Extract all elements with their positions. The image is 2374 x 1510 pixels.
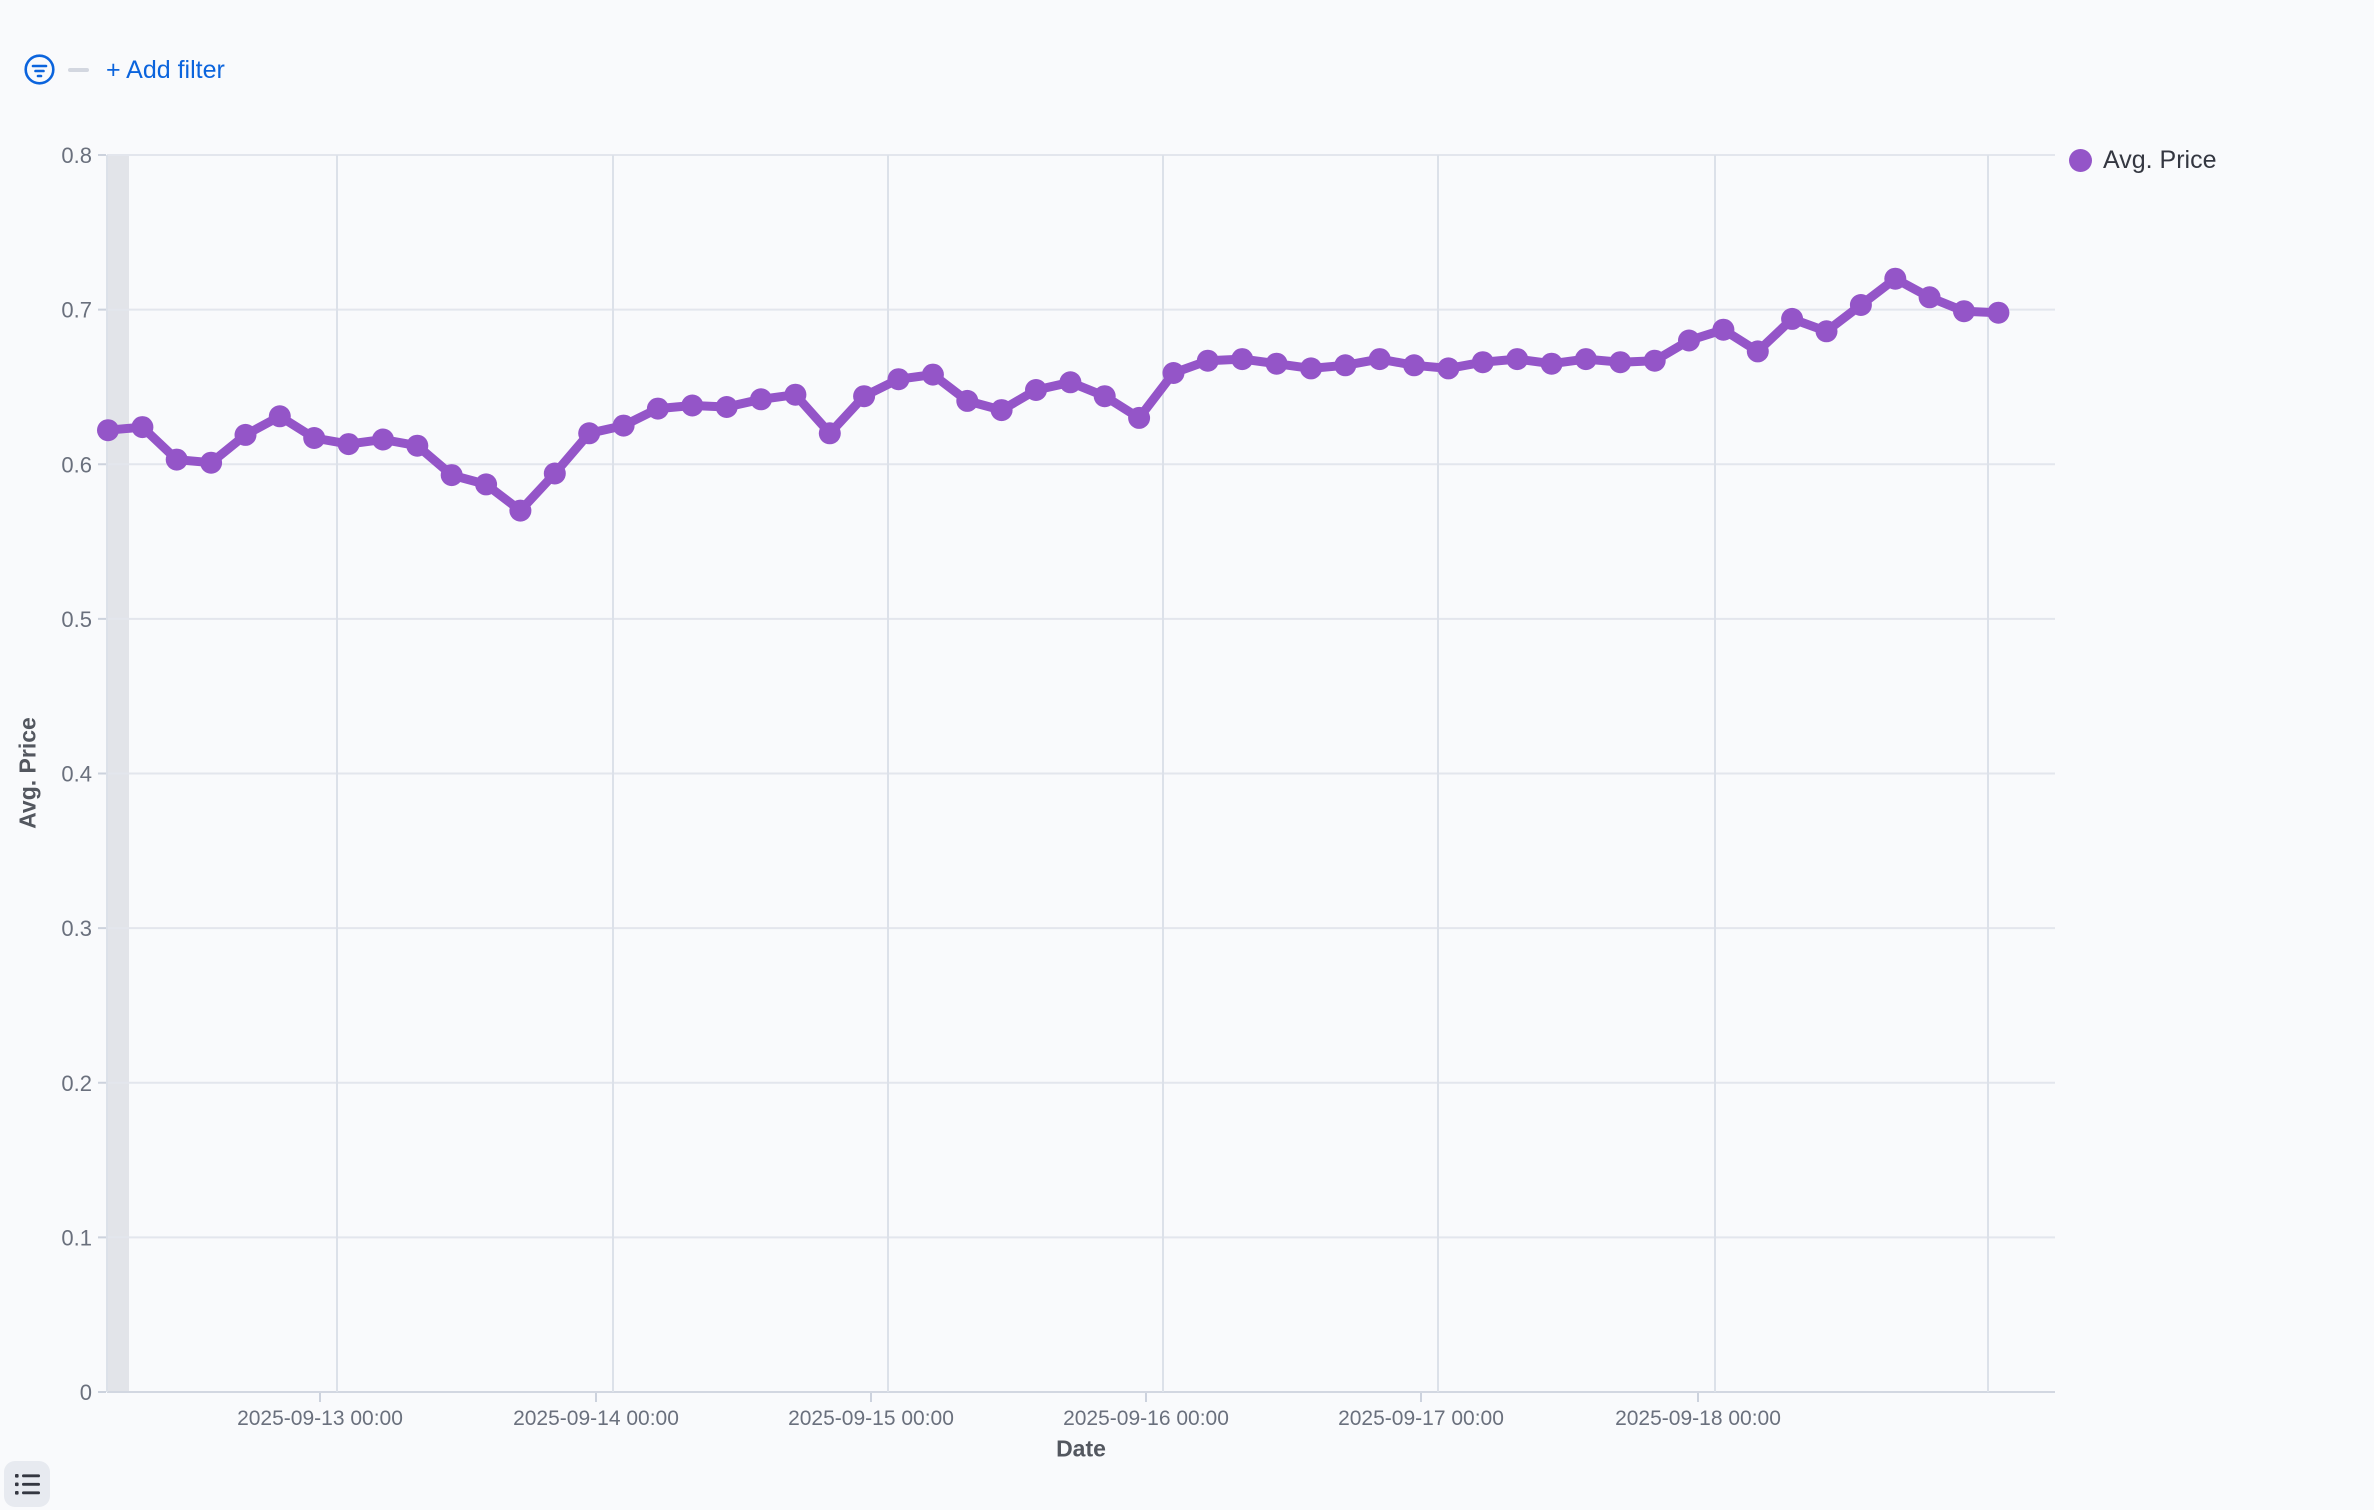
y-tick-label: 0.2	[61, 1071, 92, 1096]
x-tick-label: 2025-09-18 00:00	[1615, 1407, 1781, 1430]
data-point[interactable]	[165, 448, 188, 471]
data-point[interactable]	[1334, 354, 1357, 377]
filter-bar: + Add filter	[0, 0, 2374, 110]
data-point[interactable]	[1265, 352, 1288, 375]
data-point[interactable]	[956, 389, 979, 412]
data-point[interactable]	[1403, 354, 1426, 377]
x-tick-label: 2025-09-14 00:00	[513, 1407, 679, 1430]
data-point[interactable]	[1918, 286, 1941, 309]
y-tick-label: 0.3	[61, 916, 92, 941]
data-point[interactable]	[1712, 318, 1735, 341]
data-point[interactable]	[509, 499, 532, 522]
data-point[interactable]	[475, 473, 498, 496]
data-point[interactable]	[818, 422, 841, 445]
data-point[interactable]	[990, 399, 1013, 422]
data-point[interactable]	[1231, 348, 1254, 371]
x-tick-label: 2025-09-13 00:00	[237, 1407, 403, 1430]
data-point[interactable]	[1437, 357, 1460, 380]
data-point[interactable]	[681, 394, 704, 417]
data-point[interactable]	[543, 462, 566, 485]
y-tick-label: 0.4	[61, 762, 92, 787]
data-point[interactable]	[1746, 340, 1769, 363]
data-point[interactable]	[1471, 351, 1494, 374]
data-point[interactable]	[303, 427, 326, 449]
x-axis-title: Date	[1056, 1435, 1106, 1462]
data-point[interactable]	[1368, 348, 1391, 371]
data-point[interactable]	[234, 423, 257, 446]
data-point[interactable]	[921, 363, 944, 386]
data-point[interactable]	[1953, 300, 1975, 323]
filter-in-circle-icon	[24, 54, 55, 85]
data-point[interactable]	[97, 419, 119, 442]
data-point[interactable]	[1678, 329, 1700, 352]
x-tick-label: 2025-09-16 00:00	[1063, 1407, 1229, 1430]
data-point[interactable]	[853, 385, 876, 408]
y-tick-label: 0.8	[61, 143, 92, 168]
data-point[interactable]	[440, 464, 463, 487]
legend-item-avg-price[interactable]: Avg. Price	[2069, 146, 2216, 175]
data-point[interactable]	[578, 422, 601, 445]
data-point[interactable]	[646, 397, 669, 420]
data-point[interactable]	[200, 451, 223, 474]
data-point[interactable]	[715, 396, 738, 418]
unordered-list-icon	[14, 1473, 40, 1495]
add-filter-link[interactable]: + Add filter	[106, 56, 225, 84]
data-point[interactable]	[612, 414, 635, 437]
y-tick-label: 0.1	[61, 1225, 92, 1250]
data-point[interactable]	[1093, 385, 1116, 408]
data-point[interactable]	[1781, 307, 1804, 330]
data-point[interactable]	[1128, 406, 1151, 429]
x-tick-label: 2025-09-15 00:00	[788, 1407, 954, 1430]
y-tick-label: 0.5	[61, 607, 92, 632]
x-tick-label: 2025-09-17 00:00	[1338, 1407, 1504, 1430]
data-point[interactable]	[1643, 349, 1666, 372]
data-point[interactable]	[1574, 348, 1597, 371]
data-point[interactable]	[1506, 348, 1529, 371]
data-point[interactable]	[406, 434, 429, 457]
data-point[interactable]	[784, 383, 807, 406]
data-point[interactable]	[750, 388, 772, 411]
y-tick-label: 0.7	[61, 298, 92, 323]
data-point[interactable]	[1884, 267, 1907, 290]
filter-menu-button[interactable]	[24, 54, 55, 85]
data-point[interactable]	[372, 428, 394, 451]
data-point[interactable]	[1300, 357, 1322, 380]
data-point[interactable]	[1849, 294, 1872, 316]
data-point[interactable]	[337, 433, 360, 456]
data-point[interactable]	[1196, 349, 1219, 372]
data-point[interactable]	[268, 405, 291, 428]
data-point[interactable]	[131, 416, 154, 439]
data-point[interactable]	[1815, 320, 1838, 343]
data-point[interactable]	[1987, 301, 2010, 324]
data-point[interactable]	[1540, 352, 1563, 375]
y-tick-label: 0	[80, 1380, 92, 1405]
legend-swatch-icon	[2069, 149, 2092, 172]
data-point[interactable]	[1059, 371, 1082, 394]
data-point[interactable]	[887, 368, 910, 391]
filter-bar-divider	[68, 68, 89, 72]
data-point[interactable]	[1162, 362, 1185, 384]
legend-label: Avg. Price	[2103, 146, 2217, 174]
data-point[interactable]	[1609, 351, 1632, 374]
data-point[interactable]	[1025, 379, 1047, 401]
y-tick-label: 0.6	[61, 452, 92, 477]
legend-toggle-button[interactable]	[4, 1461, 50, 1507]
